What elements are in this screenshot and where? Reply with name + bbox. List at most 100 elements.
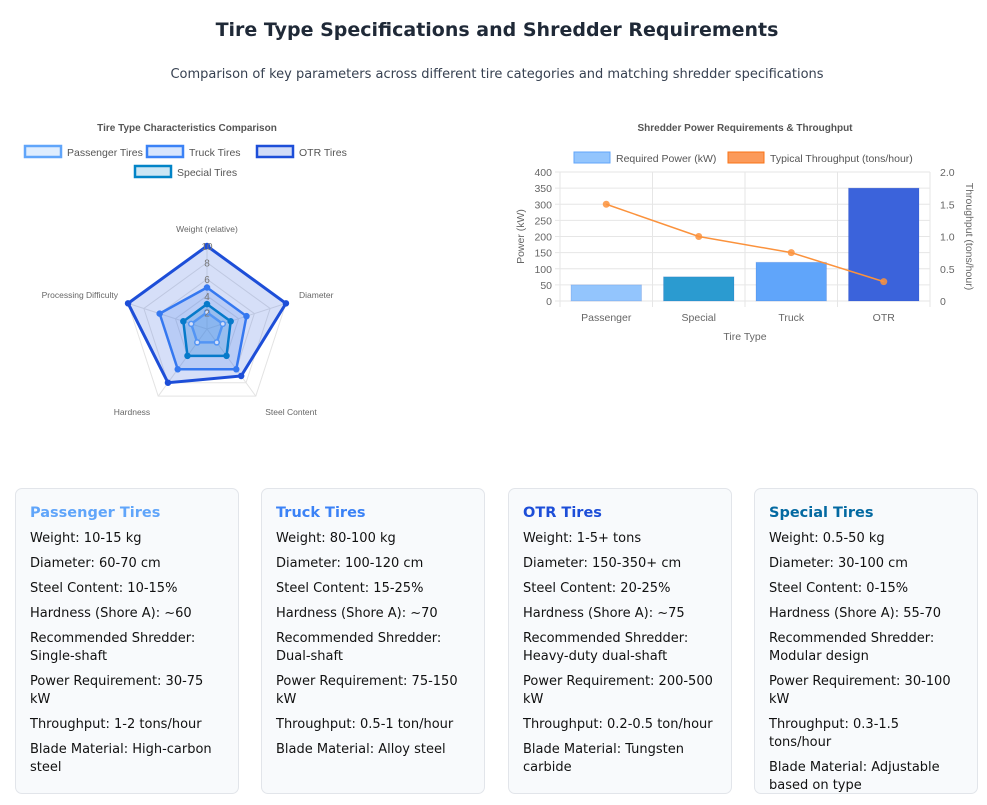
card-spec: Blade Material: Adjustable based on type [769,760,940,793]
card-spec: Hardness (Shore A): ~60 [30,606,192,621]
throughput-line [606,203,884,283]
card-title: Passenger Tires [30,505,161,521]
legend-swatch [23,144,63,159]
y-tick-label: 0 [546,296,552,308]
y2-tick-label: 0 [940,296,946,308]
radar-point [223,352,230,360]
card-spec: Blade Material: Alloy steel [276,742,446,757]
card-spec: Weight: 80-100 kg [276,531,396,546]
card-spec: Weight: 10-15 kg [30,531,142,546]
radar-axis-label: Processing Difficulty [42,290,119,300]
radar-axis-label: Diameter [299,290,334,300]
radar-tick-label: 6 [204,275,210,286]
y-tick-label: 350 [534,183,552,195]
card-spec: Diameter: 30-100 cm [769,556,908,571]
legend-label: Truck Tires [189,147,241,159]
y-tick-label: 250 [534,215,552,227]
y-tick-label: 400 [534,167,552,179]
card-spec: Recommended Shredder: Modular design [769,631,935,664]
y2-axis-title: Throughput (tons/hour) [963,183,975,290]
radar-point [164,379,172,386]
y2-tick-label: 1.5 [940,199,955,211]
power-throughput-chart: Shredder Power Requirements & Throughput… [515,123,975,343]
legend-label: Typical Throughput (tons/hour) [770,153,913,165]
radar-point [233,366,240,373]
radar-point [124,300,132,307]
radar-tick-label: 10 [201,242,213,253]
card-spec: Blade Material: Tungsten carbide [523,742,685,775]
radar-axis-label: Weight (relative) [176,224,238,234]
card-title: Special Tires [769,505,874,521]
card-spec: Power Requirement: 30-100 kW [769,674,951,707]
x-axis-title: Tire Type [723,331,766,343]
radar-tick-label: 2 [204,308,210,319]
card-spec: Diameter: 150-350+ cm [523,556,682,571]
tire-card-passenger: Passenger Tires Weight: 10-15 kg Diameter:… [15,488,239,794]
card-spec: Power Requirement: 200-500 kW [523,674,713,707]
card-spec: Diameter: 60-70 cm [30,556,161,571]
x-tick-label: Special [682,312,716,324]
legend-swatch-throughput [727,151,765,164]
y2-tick-label: 0.5 [940,264,955,276]
card-spec: Steel Content: 10-15% [30,581,178,596]
card-spec: Hardness (Shore A): ~70 [276,606,438,621]
radar-axis-label: Steel Content [265,407,317,417]
radar-point [203,309,211,316]
tire-card-special: Special Tires Weight: 0.5-50 kg Diameter: … [754,488,978,794]
y2-tick-label: 1.0 [940,232,955,244]
y-tick-label: 150 [534,248,552,260]
page-subtitle: Comparison of key parameters across diff… [170,67,824,82]
radar-point [203,242,211,250]
card-spec: Steel Content: 20-25% [523,581,671,596]
radar-point [180,318,187,325]
radar-point [213,339,221,346]
page-title: Tire Type Specifications and Shredder Re… [215,19,779,41]
legend-swatch [145,144,185,159]
radar-tick-label: 8 [204,259,210,270]
bar-special [663,276,735,302]
bar-truck [755,261,827,302]
card-spec: Recommended Shredder: Dual-shaft [276,631,442,664]
throughput-point [880,278,888,286]
radar-point [174,366,181,373]
card-spec: Power Requirement: 75-150 kW [276,674,458,707]
y2-tick-label: 2.0 [940,167,955,179]
x-tick-label: Truck [778,312,805,324]
radar-point [243,312,250,320]
radar-point [219,320,227,328]
legend-label: Passenger Tires [67,147,143,159]
card-spec: Hardness (Shore A): 55-70 [769,606,941,621]
card-title: OTR Tires [523,505,602,521]
card-spec: Throughput: 1-2 tons/hour [30,717,202,732]
x-tick-label: Passenger [581,312,632,324]
throughput-point [602,200,610,208]
radar-point [203,284,211,291]
radar-point [187,320,195,328]
card-spec: Power Requirement: 30-75 kW [30,674,204,707]
card-spec: Hardness (Shore A): ~75 [523,606,685,621]
radar-point [193,339,201,346]
throughput-point [787,249,795,257]
card-spec: Steel Content: 15-25% [276,581,424,596]
legend-label: OTR Tires [299,147,347,159]
y-axis-title: Power (kW) [515,209,527,264]
y-tick-label: 100 [534,264,552,276]
card-spec: Steel Content: 0-15% [769,581,909,596]
card-spec: Weight: 0.5-50 kg [769,531,885,546]
radar-tick-label: 4 [204,292,210,303]
card-spec: Throughput: 0.2-0.5 ton/hour [523,717,713,732]
radar-title: Tire Type Characteristics Comparison [97,123,277,134]
card-spec: Diameter: 100-120 cm [276,556,424,571]
legend-swatch [133,164,173,179]
card-spec: Recommended Shredder: Single-shaft [30,631,196,664]
radar-point [237,372,245,380]
legend-swatch-power [573,151,611,164]
card-spec: Recommended Shredder: Heavy-duty dual-sh… [523,631,689,664]
tire-card-otr: OTR Tires Weight: 1-5+ tons Diameter: 150-… [508,488,732,794]
legend-label: Required Power (kW) [616,153,716,165]
bar-passenger [570,284,642,302]
card-spec: Weight: 1-5+ tons [523,531,642,546]
tire-card-truck: Truck Tires Weight: 80-100 kg Diameter: 10… [261,488,485,794]
radar-point [227,318,234,325]
